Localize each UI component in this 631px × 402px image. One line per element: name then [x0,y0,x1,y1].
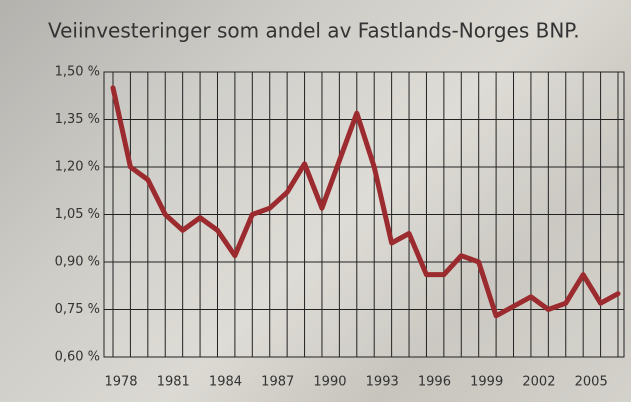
x-tick-label: 2005 [575,375,608,390]
x-tick-label: 1987 [261,375,294,390]
chart: Veiinvesteringer som andel av Fastlands-… [0,0,631,402]
x-tick-label: 1990 [313,375,346,390]
x-tick-label: 1999 [470,375,503,390]
x-tick-label: 1984 [209,375,242,390]
y-tick-label: 0,90 % [55,255,100,270]
page: Veiinvesteringer som andel av Fastlands-… [0,0,631,402]
chart-title: Veiinvesteringer som andel av Fastlands-… [48,19,580,43]
x-tick-label: 2002 [522,375,555,390]
y-tick-label: 0,75 % [55,302,100,317]
x-tick-label: 1981 [157,375,190,390]
y-tick-label: 1,35 % [55,112,100,127]
y-tick-label: 0,60 % [55,350,100,365]
x-tick-label: 1978 [104,375,137,390]
x-tick-label: 1996 [418,375,451,390]
y-tick-label: 1,20 % [55,160,100,175]
y-tick-label: 1,50 % [55,65,100,80]
y-tick-label: 1,05 % [55,207,100,222]
x-tick-label: 1993 [366,375,399,390]
